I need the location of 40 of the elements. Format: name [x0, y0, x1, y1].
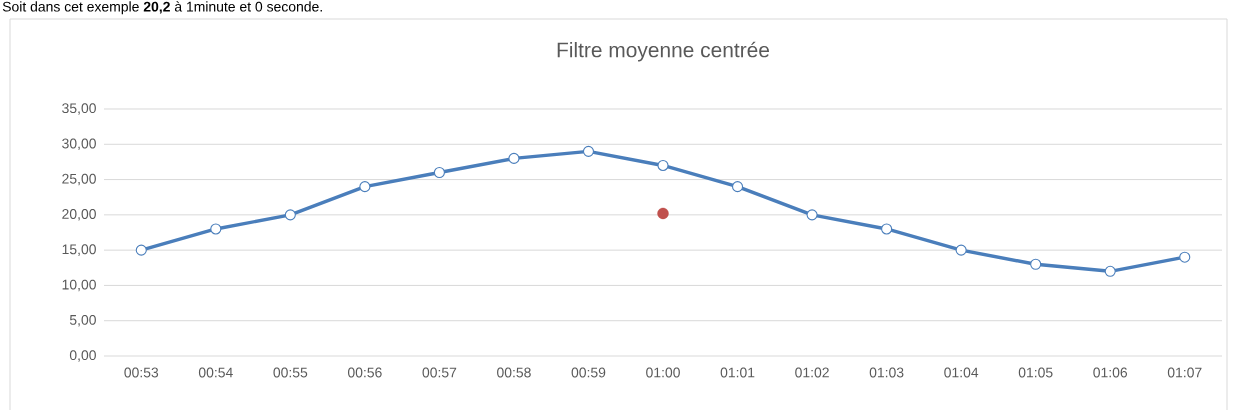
point [508, 152, 520, 164]
x-tick-label: 00:56 [347, 367, 382, 378]
x-tick-label: 01:02 [795, 367, 829, 378]
point [955, 244, 967, 256]
y-tick-label: 0,00 [69, 350, 96, 362]
x-tick-label: 00:54 [198, 367, 233, 378]
point [806, 209, 818, 221]
y-tick-label: 5,00 [69, 314, 96, 327]
x-tick-label: 00:57 [422, 367, 457, 378]
x-tick-label: 00:55 [273, 367, 308, 378]
x-tick-label: 01:05 [1018, 367, 1053, 378]
y-tick-label: 25,00 [62, 173, 96, 186]
y-tick-label: 35,00 [62, 103, 96, 115]
x-tick-label: 01:01 [720, 367, 755, 378]
point [433, 166, 445, 179]
point [731, 181, 744, 193]
point [135, 244, 147, 256]
y-tick-label: 15,00 [62, 244, 96, 256]
x-tick-label: 01:03 [869, 367, 904, 378]
point [881, 223, 893, 235]
y-tick-label: 10,00 [62, 279, 96, 292]
x-tick-label: 00:58 [497, 367, 531, 378]
x-tick-label: 01:00 [646, 367, 680, 378]
y-tick-label: 20,00 [62, 209, 96, 221]
x-tick-label: 00:59 [571, 367, 606, 378]
point [284, 209, 296, 221]
point [1104, 265, 1116, 277]
y-tick-label: 30,00 [62, 138, 96, 151]
text: Soit dans cet exemple 20,2 à 1minute et 0 seconde. [2, 1, 322, 15]
point [657, 159, 669, 172]
point [359, 181, 371, 193]
x-tick-label: 01:06 [1093, 367, 1128, 378]
point [582, 145, 595, 157]
x-tick-label: 01:07 [1167, 367, 1202, 378]
point [1030, 258, 1042, 270]
x-tick-label: 00:53 [124, 367, 159, 378]
chart-title: Filtre moyenne centrée [557, 41, 770, 62]
point [1179, 251, 1191, 263]
point [210, 223, 222, 235]
x-tick-label: 01:04 [944, 367, 979, 378]
